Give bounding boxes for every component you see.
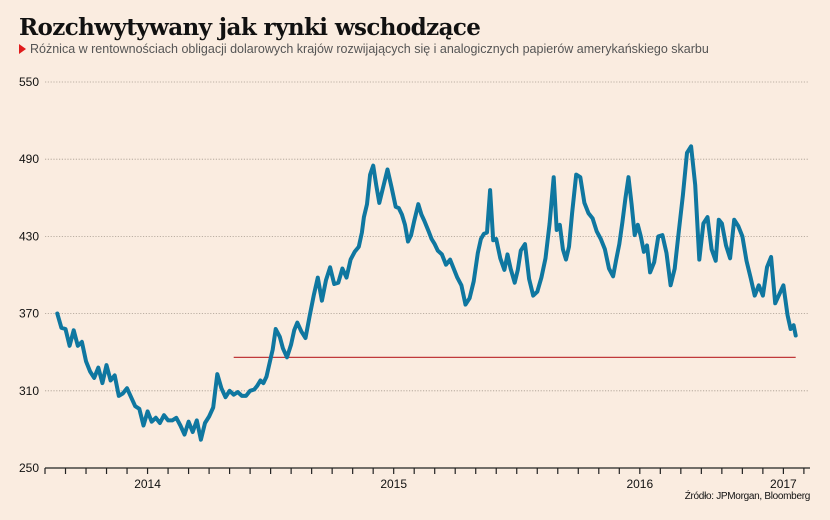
x-axis: 2014 2015 2016 2017 bbox=[44, 467, 810, 491]
y-tick-label-490: 490 bbox=[19, 152, 39, 166]
x-tick-label-2015: 2015 bbox=[380, 477, 407, 491]
y-tick-label-430: 430 bbox=[19, 229, 39, 243]
y-tick-label-370: 370 bbox=[19, 307, 39, 321]
chart-subtitle: Różnica w rentownościach obligacji dolar… bbox=[19, 42, 709, 56]
y-axis-labels: 250 310 370 430 490 550 bbox=[19, 75, 39, 475]
y-tick-label-550: 550 bbox=[19, 75, 39, 89]
y-tick-label-310: 310 bbox=[19, 384, 39, 398]
gridlines bbox=[45, 81, 808, 392]
series-line bbox=[55, 144, 798, 442]
x-tick-label-2017: 2017 bbox=[770, 477, 797, 491]
triangle-marker-icon bbox=[19, 44, 26, 54]
x-tick-label-2016: 2016 bbox=[626, 477, 653, 491]
series-group bbox=[55, 144, 798, 442]
y-tick-label-250: 250 bbox=[19, 461, 39, 475]
source-note: Źródło: JPMorgan, Bloomberg bbox=[684, 491, 811, 502]
chart-subtitle-text: Różnica w rentownościach obligacji dolar… bbox=[30, 42, 709, 56]
x-tick-label-2014: 2014 bbox=[134, 477, 161, 491]
chart-title: Rozchwytywany jak rynki wschodzące bbox=[19, 14, 481, 41]
